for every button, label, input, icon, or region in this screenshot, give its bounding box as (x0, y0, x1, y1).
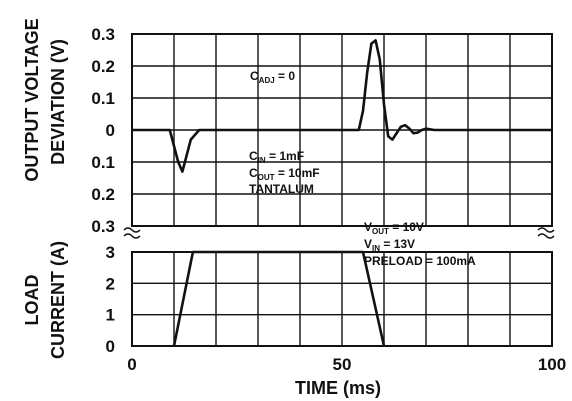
axis-break-left (123, 227, 141, 239)
bottom-series-line (172, 250, 386, 347)
bottom-ytick-label: 0 (106, 337, 115, 356)
bottom-ylabel-line2: CURRENT (A) (48, 241, 68, 359)
x-axis-label: TIME (ms) (295, 378, 381, 398)
top-ytick-label: 0 (106, 121, 115, 140)
annotation-cadj: CADJ = 0 (250, 69, 295, 85)
bottom-ylabel-line1: LOAD (22, 275, 42, 326)
top-ytick-label: 0.2 (91, 185, 115, 204)
annotation-vout: VOUT = 10V (364, 220, 424, 236)
top-ytick-label: 0.1 (91, 89, 115, 108)
axis-break-right (537, 227, 555, 239)
annotation-vin: VIN = 13V (364, 237, 415, 253)
top-ylabel-line2: DEVIATION (V) (48, 39, 68, 165)
annotation-cin: CIN = 1mF (249, 149, 304, 165)
bottom-ytick-label: 3 (106, 243, 115, 262)
annotation-tantalum: TANTALUM (249, 182, 314, 196)
annotation-cout: COUT = 10mF (249, 166, 320, 182)
xtick-label: 100 (538, 355, 566, 374)
xtick-label: 0 (127, 355, 136, 374)
top-ytick-label: 0.3 (91, 25, 115, 44)
top-series-line (132, 39, 552, 173)
xtick-label: 50 (333, 355, 352, 374)
top-ytick-label: 0.2 (91, 57, 115, 76)
annotation-preload: PRELOAD = 100mA (364, 254, 476, 268)
top-ytick-label: 0.1 (91, 153, 115, 172)
bottom-ytick-label: 2 (106, 274, 115, 293)
bottom-ytick-label: 1 (106, 306, 115, 325)
top-ytick-label: 0.3 (91, 217, 115, 236)
top-ylabel-line1: OUTPUT VOLTAGE (22, 18, 42, 181)
